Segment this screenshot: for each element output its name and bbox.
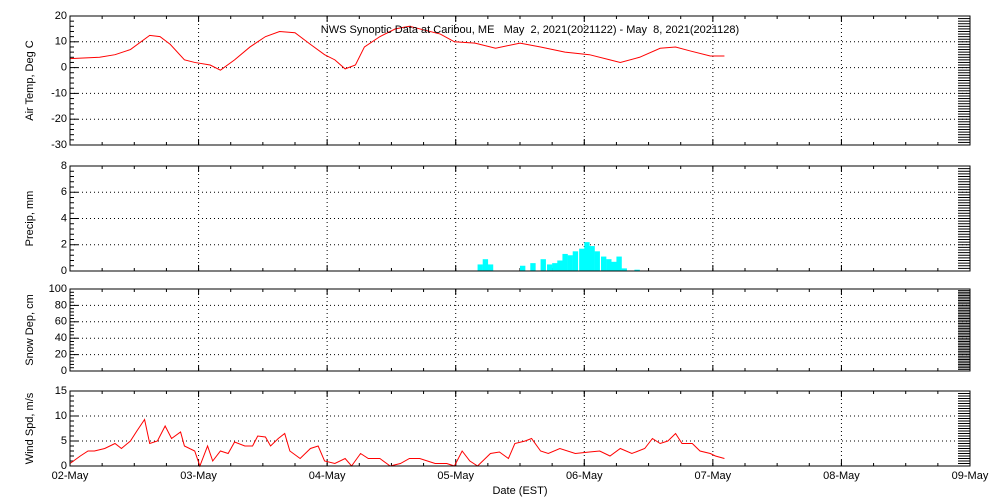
bar [634,269,640,271]
x-axis-label: Date (EST) [492,485,547,497]
x-tick-label: 02-May [52,470,89,482]
y-tick-label: 10 [55,36,67,48]
bar [594,251,600,271]
x-tick-label: 09-May [952,470,989,482]
bar [547,264,553,271]
bar [579,248,585,271]
bar [477,264,483,271]
y-tick-label: -10 [51,87,67,99]
bar [487,264,494,271]
y-tick-label: -30 [51,139,67,151]
bar [530,263,536,271]
x-tick-label: 06-May [566,470,603,482]
data-line [69,418,725,468]
bar [567,255,573,271]
bar [557,260,563,271]
y-tick-label: 2 [61,239,67,251]
bar [552,263,558,271]
bar [572,251,579,271]
y-tick-label: 6 [61,186,67,198]
y-tick-label: 80 [55,299,67,311]
plot-frame [69,288,971,372]
y-tick-label: 0 [61,265,67,277]
plot-frame [69,390,971,467]
y-axis-label: Snow Dep, cm [24,294,36,366]
data-line [69,25,725,71]
bar [601,256,607,271]
y-tick-label: 4 [61,212,67,224]
x-tick-label: 08-May [823,470,860,482]
bar [584,242,590,271]
y-tick-label: 60 [55,316,67,328]
y-tick-label: 20 [55,10,67,22]
bar [611,261,617,271]
x-tick-label: 07-May [695,470,732,482]
y-tick-label: 0 [61,62,67,74]
bar [562,253,568,271]
bar [482,259,489,271]
bar [589,246,595,271]
y-axis-label: Precip, mm [24,191,36,247]
x-tick-label: 05-May [437,470,474,482]
y-tick-label: 8 [61,160,67,172]
bar [540,259,546,271]
chart-title: NWS Synoptic Data at Caribou, ME May 2, … [321,24,739,36]
y-tick-label: 5 [61,435,67,447]
y-tick-label: 0 [61,365,67,377]
y-tick-label: 40 [55,332,67,344]
x-tick-label: 04-May [309,470,346,482]
y-tick-label: 100 [49,283,67,295]
y-tick-label: -20 [51,113,67,125]
y-tick-label: 0 [61,460,67,472]
y-tick-label: 15 [55,385,67,397]
y-tick-label: 20 [55,349,67,361]
bar [616,256,622,271]
y-axis-label: Wind Spd, m/s [24,392,36,464]
bar [621,268,627,271]
y-tick-label: 10 [55,410,67,422]
y-axis-label: Air Temp, Deg C [24,40,36,121]
bar [606,259,612,271]
bar [520,265,526,271]
plot-frame [69,15,971,146]
x-tick-label: 03-May [180,470,217,482]
plot-frame [69,165,971,272]
